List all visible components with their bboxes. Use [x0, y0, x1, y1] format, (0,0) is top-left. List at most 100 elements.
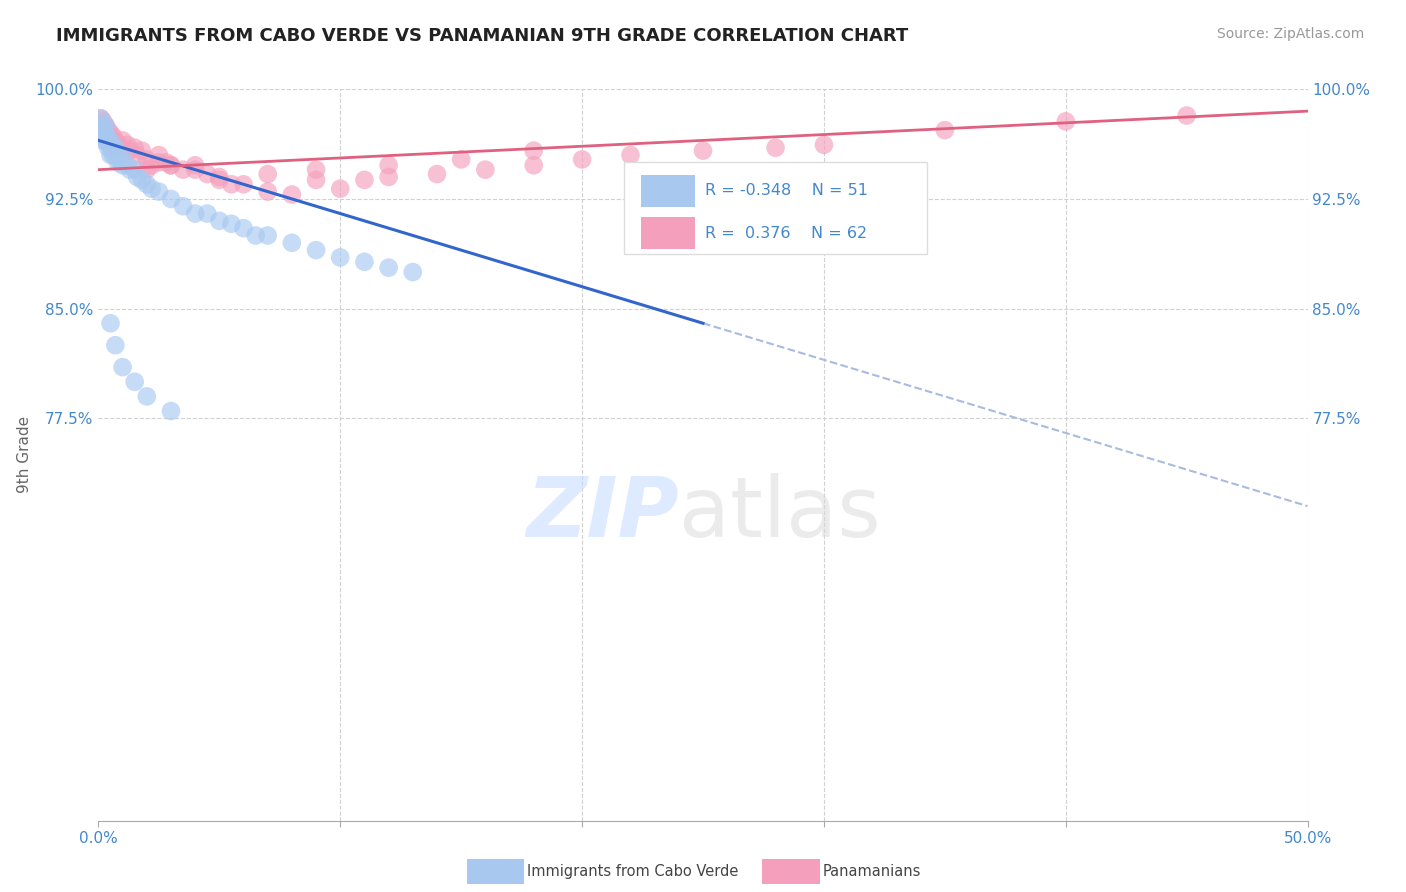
Point	[111, 144, 134, 158]
Text: Source: ZipAtlas.com: Source: ZipAtlas.com	[1216, 27, 1364, 41]
Point	[101, 128, 124, 143]
Point	[124, 162, 146, 177]
Point	[160, 404, 183, 418]
Point	[107, 148, 129, 162]
Point	[765, 141, 787, 155]
Point	[135, 178, 157, 192]
Point	[184, 206, 207, 220]
Point	[97, 133, 120, 147]
Point	[232, 221, 254, 235]
Point	[221, 178, 243, 192]
Point	[402, 265, 425, 279]
Point	[377, 158, 399, 172]
Point	[692, 144, 714, 158]
Point	[94, 126, 117, 140]
Text: R =  0.376    N = 62: R = 0.376 N = 62	[706, 226, 868, 241]
Point	[141, 182, 163, 196]
Point	[100, 133, 122, 147]
Point	[108, 155, 131, 169]
Point	[426, 167, 449, 181]
Point	[111, 148, 134, 162]
Point	[91, 123, 114, 137]
Point	[111, 360, 134, 375]
Point	[281, 235, 304, 250]
Point	[127, 169, 149, 184]
Point	[94, 119, 117, 133]
Point	[305, 243, 328, 257]
Point	[90, 112, 112, 126]
Point	[377, 260, 399, 275]
Point	[90, 119, 112, 133]
Point	[245, 228, 267, 243]
Point	[353, 173, 375, 187]
Text: ZIP: ZIP	[526, 473, 679, 554]
Point	[571, 153, 593, 167]
Point	[208, 169, 231, 184]
Point	[101, 141, 124, 155]
Point	[100, 316, 122, 330]
Point	[148, 185, 170, 199]
Point	[523, 158, 546, 172]
Point	[118, 144, 141, 158]
Point	[124, 141, 146, 155]
Point	[450, 153, 472, 167]
Point	[160, 192, 183, 206]
Point	[97, 141, 120, 155]
Point	[91, 114, 114, 128]
Point	[172, 199, 194, 213]
Point	[104, 148, 127, 162]
Text: IMMIGRANTS FROM CABO VERDE VS PANAMANIAN 9TH GRADE CORRELATION CHART: IMMIGRANTS FROM CABO VERDE VS PANAMANIAN…	[56, 27, 908, 45]
Point	[221, 217, 243, 231]
Point	[124, 375, 146, 389]
Point	[90, 112, 112, 126]
Point	[172, 162, 194, 177]
Y-axis label: 9th Grade: 9th Grade	[17, 417, 32, 493]
Point	[97, 128, 120, 143]
Point	[117, 137, 139, 152]
Point	[195, 167, 218, 181]
Point	[101, 136, 124, 151]
Point	[107, 136, 129, 151]
Point	[256, 185, 278, 199]
Point	[160, 158, 183, 172]
Point	[1054, 114, 1077, 128]
Point	[131, 173, 153, 187]
Point	[118, 162, 141, 177]
Point	[305, 162, 328, 177]
Point	[127, 148, 149, 162]
Point	[108, 141, 131, 155]
Point	[184, 162, 207, 177]
Point	[104, 133, 127, 147]
Point	[208, 214, 231, 228]
Point	[94, 133, 117, 147]
Point	[100, 141, 122, 155]
Text: Immigrants from Cabo Verde: Immigrants from Cabo Verde	[527, 864, 738, 879]
Point	[619, 148, 641, 162]
Text: R = -0.348    N = 51: R = -0.348 N = 51	[706, 184, 869, 198]
Point	[148, 155, 170, 169]
Point	[155, 155, 177, 169]
Point	[232, 178, 254, 192]
Point	[934, 123, 956, 137]
Point	[141, 158, 163, 172]
Point	[107, 155, 129, 169]
Point	[1175, 109, 1198, 123]
Point	[90, 119, 112, 133]
Point	[256, 167, 278, 181]
Text: atlas: atlas	[679, 473, 880, 554]
Point	[305, 173, 328, 187]
Point	[329, 251, 352, 265]
Point	[97, 123, 120, 137]
Point	[135, 162, 157, 177]
Point	[111, 133, 134, 147]
Point	[131, 144, 153, 158]
Point	[100, 126, 122, 140]
FancyBboxPatch shape	[641, 175, 695, 207]
Point	[94, 133, 117, 147]
FancyBboxPatch shape	[641, 218, 695, 250]
Point	[104, 141, 127, 155]
Point	[91, 133, 114, 147]
Point	[148, 148, 170, 162]
Point	[353, 255, 375, 269]
Point	[208, 173, 231, 187]
